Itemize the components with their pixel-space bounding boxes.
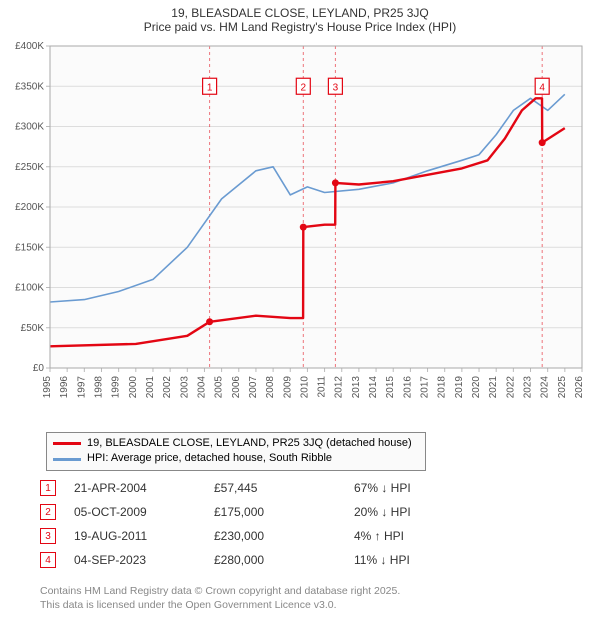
transaction-diff: 67% ↓ HPI: [354, 481, 411, 495]
svg-text:2012: 2012: [334, 376, 345, 399]
svg-text:2013: 2013: [351, 376, 362, 399]
transaction-marker: 3: [40, 528, 56, 544]
svg-text:1999: 1999: [111, 376, 122, 399]
transaction-row: 3 19-AUG-2011£230,0004% ↑ HPI: [40, 524, 411, 548]
svg-text:2006: 2006: [231, 376, 242, 399]
legend-label: HPI: Average price, detached house, Sout…: [87, 451, 332, 466]
svg-text:3: 3: [333, 82, 339, 93]
svg-text:2014: 2014: [368, 376, 379, 399]
legend-item: 19, BLEASDALE CLOSE, LEYLAND, PR25 3JQ (…: [53, 436, 419, 451]
legend-item: HPI: Average price, detached house, Sout…: [53, 451, 419, 466]
svg-text:2025: 2025: [557, 376, 568, 399]
svg-text:2020: 2020: [471, 376, 482, 399]
transaction-price: £230,000: [214, 529, 354, 543]
svg-text:2: 2: [301, 82, 307, 93]
svg-text:£150K: £150K: [15, 242, 44, 253]
transaction-row: 1 21-APR-2004£57,44567% ↓ HPI: [40, 476, 411, 500]
svg-text:2001: 2001: [145, 376, 156, 399]
svg-text:2023: 2023: [523, 376, 534, 399]
svg-text:2000: 2000: [128, 376, 139, 399]
svg-text:2021: 2021: [488, 376, 499, 399]
svg-text:2005: 2005: [214, 376, 225, 399]
footer-attribution: Contains HM Land Registry data © Crown c…: [40, 584, 400, 612]
title-line-2: Price paid vs. HM Land Registry's House …: [0, 20, 600, 34]
title-line-1: 19, BLEASDALE CLOSE, LEYLAND, PR25 3JQ: [0, 6, 600, 20]
svg-text:2002: 2002: [162, 376, 173, 399]
svg-text:2007: 2007: [248, 376, 259, 399]
transaction-diff: 20% ↓ HPI: [354, 505, 411, 519]
svg-text:4: 4: [539, 82, 545, 93]
svg-text:£250K: £250K: [15, 162, 44, 173]
svg-text:2011: 2011: [317, 376, 328, 398]
svg-text:2019: 2019: [454, 376, 465, 399]
legend: 19, BLEASDALE CLOSE, LEYLAND, PR25 3JQ (…: [46, 432, 426, 471]
price-chart: £0 £50K £100K £150K £200K £250K £300K £350K £400…: [8, 40, 592, 420]
legend-swatch: [53, 458, 81, 461]
svg-text:2022: 2022: [505, 376, 516, 399]
svg-text:£350K: £350K: [15, 81, 44, 92]
transaction-marker: 4: [40, 552, 56, 568]
svg-text:2004: 2004: [196, 376, 207, 399]
svg-text:2026: 2026: [574, 376, 585, 399]
transaction-date: 04-SEP-2023: [74, 553, 214, 567]
svg-text:£100K: £100K: [15, 283, 44, 294]
legend-swatch: [53, 442, 81, 445]
svg-text:2015: 2015: [385, 376, 396, 399]
transaction-price: £280,000: [214, 553, 354, 567]
svg-text:2018: 2018: [437, 376, 448, 399]
transaction-date: 05-OCT-2009: [74, 505, 214, 519]
svg-text:2016: 2016: [402, 376, 413, 399]
svg-text:£0: £0: [33, 363, 45, 374]
chart-title: 19, BLEASDALE CLOSE, LEYLAND, PR25 3JQ P…: [0, 0, 600, 36]
transaction-row: 4 04-SEP-2023£280,00011% ↓ HPI: [40, 548, 411, 572]
transaction-marker: 2: [40, 504, 56, 520]
svg-text:2024: 2024: [540, 376, 551, 399]
svg-text:1995: 1995: [42, 376, 53, 399]
svg-text:2008: 2008: [265, 376, 276, 399]
svg-text:1: 1: [207, 82, 213, 93]
transaction-date: 21-APR-2004: [74, 481, 214, 495]
transaction-date: 19-AUG-2011: [74, 529, 214, 543]
footer-line-1: Contains HM Land Registry data © Crown c…: [40, 584, 400, 598]
transactions-table: 1 21-APR-2004£57,44567% ↓ HPI 2 05-OCT-2009…: [40, 476, 411, 572]
svg-text:1997: 1997: [76, 376, 87, 399]
svg-text:£200K: £200K: [15, 202, 44, 213]
svg-text:£300K: £300K: [15, 122, 44, 133]
chart-svg: £0 £50K £100K £150K £200K £250K £300K £350K £400…: [8, 40, 592, 420]
transaction-price: £175,000: [214, 505, 354, 519]
svg-text:1996: 1996: [59, 376, 70, 399]
transaction-marker: 1: [40, 480, 56, 496]
svg-text:2017: 2017: [420, 376, 431, 399]
transaction-price: £57,445: [214, 481, 354, 495]
svg-text:£50K: £50K: [21, 323, 45, 334]
svg-text:£400K: £400K: [15, 41, 44, 52]
svg-text:2010: 2010: [299, 376, 310, 399]
transaction-diff: 4% ↑ HPI: [354, 529, 404, 543]
svg-text:2009: 2009: [282, 376, 293, 399]
svg-text:1998: 1998: [93, 376, 104, 399]
svg-text:2003: 2003: [179, 376, 190, 399]
transaction-diff: 11% ↓ HPI: [354, 553, 410, 567]
footer-line-2: This data is licensed under the Open Gov…: [40, 598, 400, 612]
legend-label: 19, BLEASDALE CLOSE, LEYLAND, PR25 3JQ (…: [87, 436, 412, 451]
transaction-row: 2 05-OCT-2009£175,00020% ↓ HPI: [40, 500, 411, 524]
